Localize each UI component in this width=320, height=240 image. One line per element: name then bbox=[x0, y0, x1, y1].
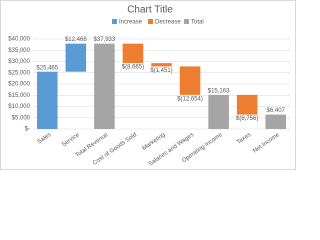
data-label: $37,933 bbox=[94, 37, 116, 43]
data-label: $(1,451) bbox=[150, 68, 172, 74]
y-tick-label: $10,000 bbox=[8, 104, 30, 110]
legend-swatch bbox=[148, 19, 153, 24]
y-tick-label: $15,000 bbox=[8, 93, 30, 99]
data-label: $25,465 bbox=[36, 65, 58, 71]
bar bbox=[265, 114, 287, 129]
chart: Chart Title Increase Decrease Total $- $5,00… bbox=[0, 0, 296, 170]
bar bbox=[208, 94, 229, 129]
legend-label: Total bbox=[191, 20, 204, 26]
data-label: $15,163 bbox=[208, 88, 230, 94]
legend-label: Increase bbox=[119, 20, 143, 26]
data-label: $(8,665) bbox=[122, 65, 144, 71]
legend-swatch bbox=[112, 19, 117, 24]
bar bbox=[179, 66, 201, 95]
bar bbox=[151, 63, 172, 67]
y-tick-label: $5,000 bbox=[12, 115, 31, 121]
data-label: $(12,654) bbox=[177, 96, 203, 102]
y-tick-label: $30,000 bbox=[8, 59, 30, 65]
data-label: $12,468 bbox=[65, 37, 87, 43]
bar bbox=[36, 71, 58, 129]
legend-swatch bbox=[184, 19, 189, 24]
legend-label: Decrease bbox=[155, 20, 181, 26]
y-tick-label: $35,000 bbox=[8, 48, 30, 54]
y-tick-label: $25,000 bbox=[8, 70, 30, 76]
y-tick-label: $20,000 bbox=[8, 82, 30, 88]
y-tick-label: $- bbox=[25, 127, 30, 133]
bar bbox=[122, 43, 144, 64]
bar bbox=[65, 43, 87, 72]
data-label: $6,407 bbox=[267, 108, 286, 114]
y-tick-label: $40,000 bbox=[8, 37, 30, 43]
bar bbox=[94, 43, 115, 129]
bar bbox=[236, 94, 258, 115]
chart-title: Chart Title bbox=[127, 5, 173, 16]
data-label: $(8,756) bbox=[236, 116, 258, 122]
